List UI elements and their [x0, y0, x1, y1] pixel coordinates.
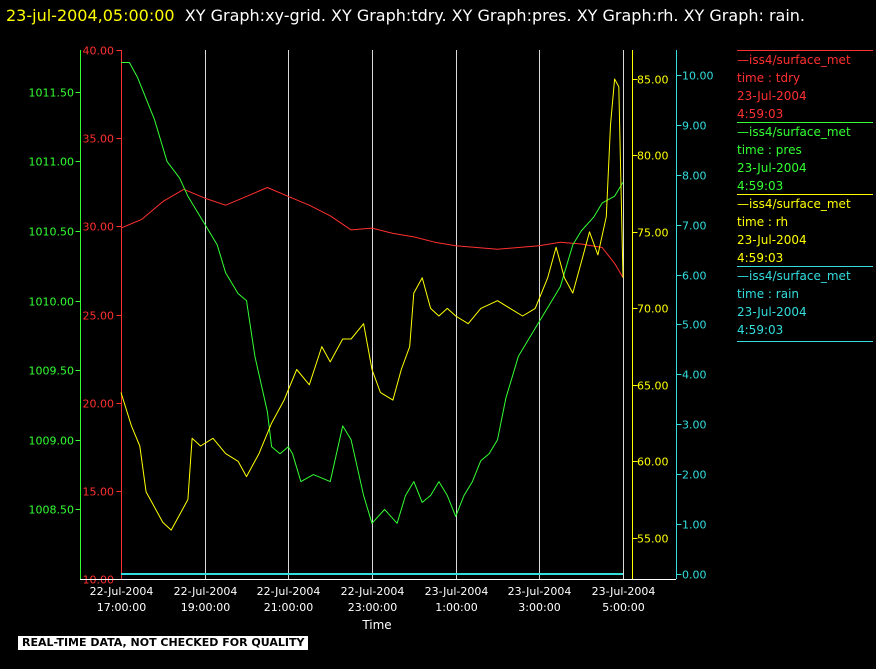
rh-series-line [120, 78, 624, 531]
x-tick-label-date: 22-Jul-2004 [341, 585, 405, 598]
pres-tick-label: 1010.00 [29, 296, 75, 309]
x-tick-label-date: 22-Jul-2004 [90, 585, 154, 598]
pres-tick-label: 1009.50 [29, 365, 75, 378]
legend-divider [737, 50, 873, 51]
rain-tick-label: 6.00 [682, 270, 707, 283]
legend-rain: —iss4/surface_met time : rain 23-Jul-200… [737, 266, 873, 342]
tdry-tick-label: 20.00 [83, 398, 115, 411]
legend-tdry: —iss4/surface_met time : tdry 23-Jul-200… [737, 50, 873, 123]
rain-tick-label: 2.00 [682, 469, 707, 482]
x-tick-label-time: 5:00:00 [602, 601, 644, 614]
pres-series-line [121, 62, 624, 524]
rh-tick-label: 85.00 [637, 74, 669, 87]
x-tick-label-time: 3:00:00 [518, 601, 560, 614]
legend-time: 4:59:03 [737, 179, 784, 193]
rain-tick-label: 8.00 [682, 170, 707, 183]
x-tick-label-date: 22-Jul-2004 [257, 585, 321, 598]
legend-divider [737, 194, 873, 195]
legend-pres: —iss4/surface_met time : pres 23-Jul-200… [737, 122, 873, 195]
rh-tick-label: 70.00 [637, 303, 669, 316]
legend-time: 4:59:03 [737, 251, 784, 265]
legend-variable: time : rain [737, 287, 800, 301]
legend-source: —iss4/surface_met [737, 53, 851, 67]
x-tick-label-time: 19:00:00 [181, 601, 230, 614]
rain-tick-label: 1.00 [682, 519, 707, 532]
rh-tick-label: 80.00 [637, 150, 669, 163]
legend-variable: time : pres [737, 143, 802, 157]
legend-source: —iss4/surface_met [737, 269, 851, 283]
x-tick-label-time: 21:00:00 [264, 601, 313, 614]
rh-tick-label: 75.00 [637, 227, 669, 240]
tdry-tick-label: 30.00 [83, 221, 115, 234]
legend-date: 23-Jul-2004 [737, 233, 807, 247]
rain-tick-label: 3.00 [682, 419, 707, 432]
pres-tick-label: 1008.50 [29, 504, 75, 517]
quality-disclaimer: REAL-TIME DATA, NOT CHECKED FOR QUALITY [18, 636, 309, 650]
page-title: 23-jul-2004,05:00:00 XY Graph:xy-grid. X… [6, 3, 866, 28]
x-axis-label: Time [361, 618, 391, 632]
legend-date: 23-Jul-2004 [737, 305, 807, 319]
legend-rh: —iss4/surface_met time : rh 23-Jul-2004 … [737, 194, 873, 267]
grid-lines [121, 50, 624, 579]
rh-tick-label: 65.00 [637, 380, 669, 393]
legend-date: 23-Jul-2004 [737, 89, 807, 103]
tdry-tick-label: 15.00 [83, 486, 115, 499]
pres-tick-label: 1009.00 [29, 435, 75, 448]
x-tick-label-date: 23-Jul-2004 [425, 585, 489, 598]
legend-time: 4:59:03 [737, 323, 784, 337]
graph-list: XY Graph:xy-grid. XY Graph:tdry. XY Grap… [184, 6, 806, 25]
x-tick-label-date: 22-Jul-2004 [174, 585, 238, 598]
rain-tick-label: 5.00 [682, 319, 707, 332]
legend-divider [737, 122, 873, 123]
legend-divider [737, 341, 873, 342]
rain-tick-label: 7.00 [682, 220, 707, 233]
x-tick-label-time: 17:00:00 [97, 601, 146, 614]
tdry-tick-label: 25.00 [83, 310, 115, 323]
x-axis-ticks: 22-Jul-2004 17:00:00 22-Jul-2004 19:00:00 22… [90, 585, 656, 614]
x-tick-label-time: 1:00:00 [435, 601, 477, 614]
x-tick-label-date: 23-Jul-2004 [508, 585, 572, 598]
legend-source: —iss4/surface_met [737, 197, 851, 211]
rain-tick-label: 4.00 [682, 369, 707, 382]
legend-variable: time : rh [737, 215, 789, 229]
pres-tick-label: 1011.00 [29, 156, 75, 169]
legend-source: —iss4/surface_met [737, 125, 851, 139]
rain-tick-label: 9.00 [682, 120, 707, 133]
rain-tick-label: 10.00 [682, 70, 714, 83]
tdry-tick-label: 35.00 [83, 133, 115, 146]
rain-tick-label: 0.00 [682, 569, 707, 582]
axes: 1008.50 1009.00 1009.50 1010.00 1010.50 1011.… [29, 45, 714, 587]
legend-time: 4:59:03 [737, 107, 784, 121]
pres-tick-label: 1011.50 [29, 87, 75, 100]
tdry-series-line [120, 187, 624, 278]
series-lines [120, 62, 624, 575]
timestamp: 23-jul-2004,05:00:00 [6, 6, 175, 25]
legend-variable: time : tdry [737, 71, 801, 85]
rh-tick-label: 55.00 [637, 533, 669, 546]
x-tick-label-time: 23:00:00 [348, 601, 397, 614]
tdry-tick-label: 40.00 [83, 45, 115, 58]
legend-date: 23-Jul-2004 [737, 161, 807, 175]
x-tick-label-date: 23-Jul-2004 [592, 585, 656, 598]
legend-divider [737, 266, 873, 267]
rh-tick-label: 60.00 [637, 456, 669, 469]
pres-tick-label: 1010.50 [29, 226, 75, 239]
